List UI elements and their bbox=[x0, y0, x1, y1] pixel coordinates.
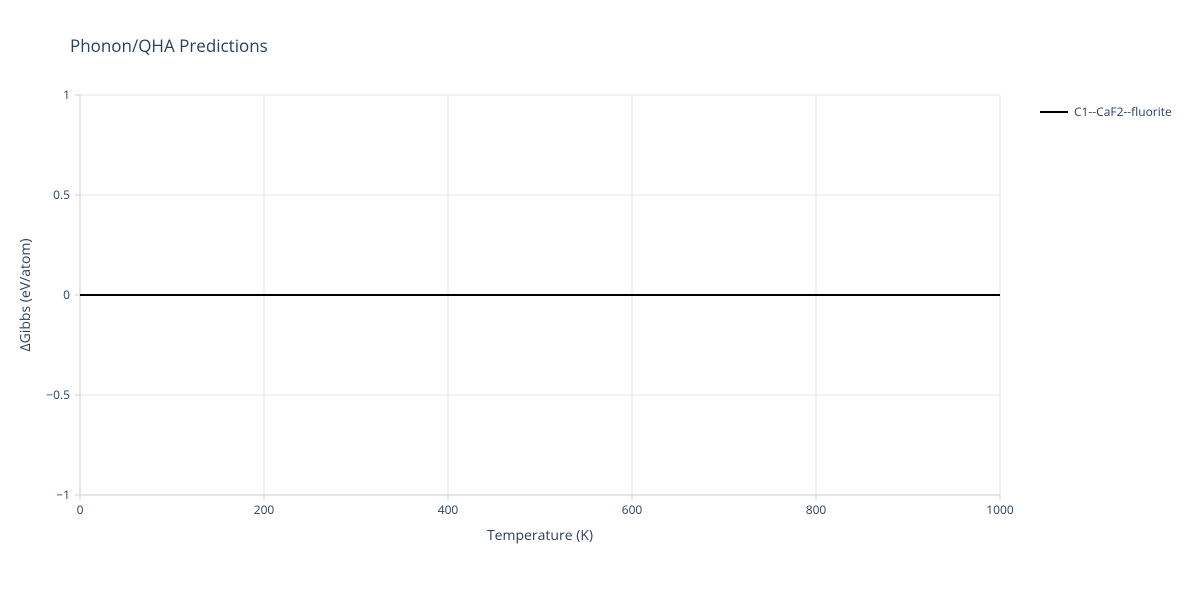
y-tick-label: 0 bbox=[63, 286, 70, 303]
legend-swatch bbox=[1040, 111, 1068, 113]
y-tick-label: −0.5 bbox=[46, 386, 70, 403]
y-tick-label: 0.5 bbox=[53, 186, 70, 203]
plot-area: 0 200 400 600 800 1000 −1 −0.5 0 0.5 1 Temperature … bbox=[0, 0, 1200, 600]
x-tick-label: 0 bbox=[77, 501, 84, 518]
legend-label: C1--CaF2--fluorite bbox=[1074, 103, 1172, 120]
x-tick-label: 600 bbox=[622, 501, 643, 518]
y-tick-label: 1 bbox=[63, 86, 70, 103]
x-tick-label: 200 bbox=[254, 501, 275, 518]
y-axis-label: ΔGibbs (eV/atom) bbox=[16, 238, 35, 351]
chart-container: Phonon/QHA Predictions 02004006008001000… bbox=[0, 0, 1200, 600]
x-tick-label: 400 bbox=[438, 501, 459, 518]
x-tick-label: 800 bbox=[806, 501, 827, 518]
y-tick-label: −1 bbox=[56, 486, 70, 503]
x-axis-label: Temperature (K) bbox=[487, 526, 593, 545]
x-tick-label: 1000 bbox=[986, 501, 1014, 518]
legend: C1--CaF2--fluorite bbox=[1040, 103, 1172, 120]
legend-item[interactable]: C1--CaF2--fluorite bbox=[1040, 103, 1172, 120]
